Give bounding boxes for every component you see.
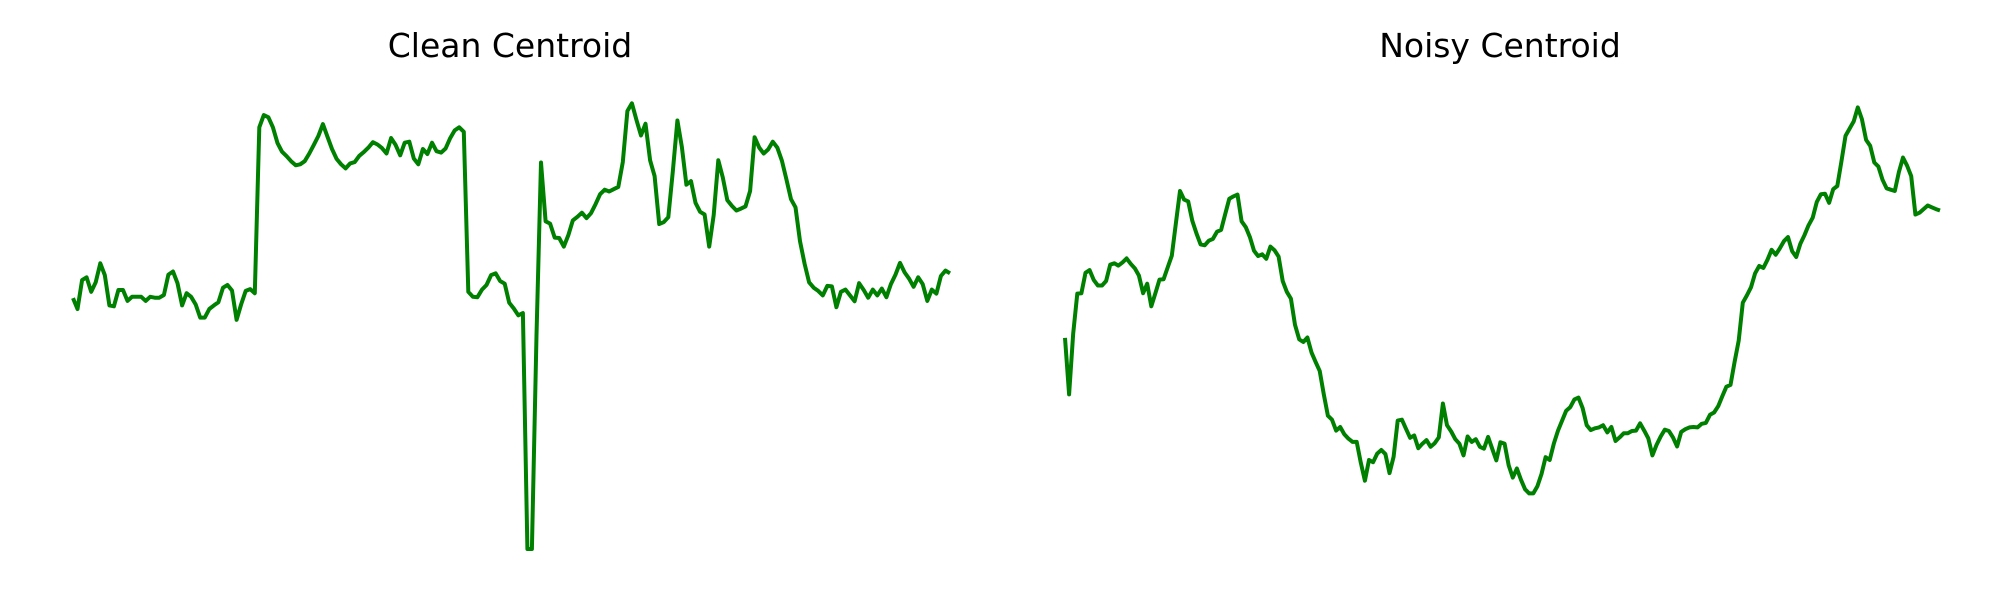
chart-clean-centroid: Clean Centroid bbox=[71, 26, 952, 551]
chart-noisy-centroid: Noisy Centroid bbox=[1063, 26, 1941, 496]
series-line bbox=[1063, 105, 1941, 496]
chart-title: Clean Centroid bbox=[388, 26, 633, 65]
chart-title: Noisy Centroid bbox=[1379, 26, 1621, 65]
series-line bbox=[71, 101, 952, 551]
series-group bbox=[71, 101, 952, 551]
series-group bbox=[1063, 105, 1941, 496]
